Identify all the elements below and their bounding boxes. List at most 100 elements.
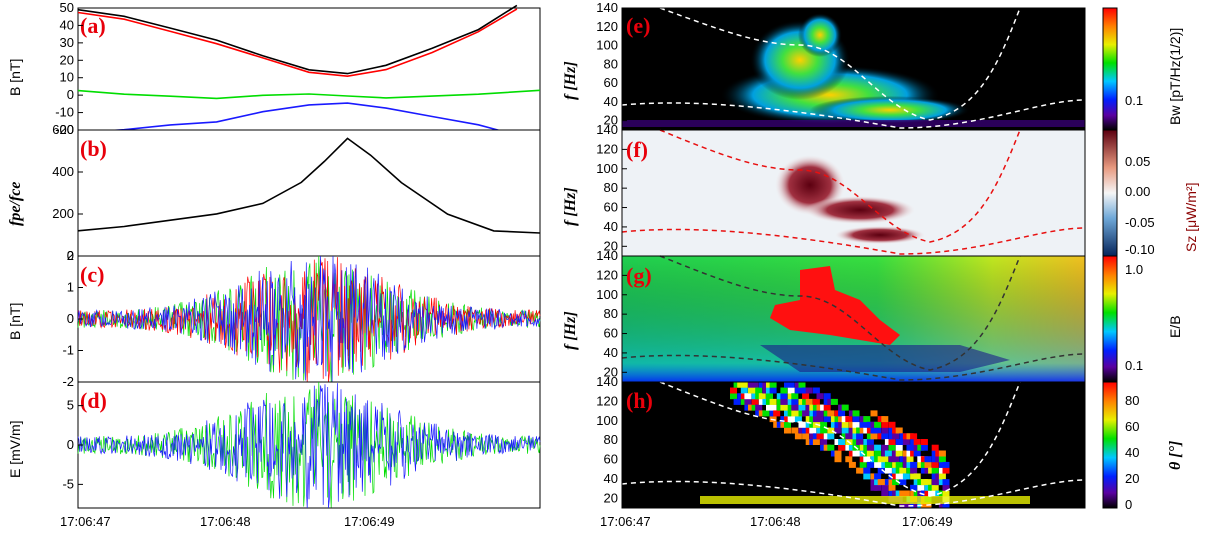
panel-h-label: (h) — [626, 388, 653, 413]
panel-h-cell-358 — [931, 467, 939, 474]
panel-e-blob-4 — [798, 13, 842, 57]
panel-h-cell-357 — [931, 473, 939, 480]
panel-h-cell-339 — [920, 461, 928, 468]
panel-h-cell-184 — [852, 410, 860, 417]
panel-h-cell-289 — [899, 456, 907, 463]
panel-h-cell-151 — [834, 416, 842, 423]
panel-g-ytick-4: 60 — [604, 326, 618, 341]
panel-h-cell-378 — [942, 490, 950, 497]
panel-h-cell-134 — [823, 404, 831, 411]
panel-d-yticks: 5 0 -5 — [62, 398, 83, 491]
panel-a-ytick-3: 20 — [60, 52, 74, 67]
panel-h-cell-175 — [848, 421, 856, 428]
panel-h-cell-266 — [892, 490, 900, 497]
panel-h-cell-160 — [841, 427, 849, 434]
panel-h-cell-330 — [917, 479, 925, 486]
panel-h-cell-263 — [888, 427, 896, 434]
panel-h-cell-76 — [794, 433, 802, 440]
panel-h-cell-282 — [895, 439, 903, 445]
panel-f-cbar-tick-0: 0.05 — [1125, 154, 1150, 169]
panel-h-cell-251 — [884, 461, 892, 468]
panel-h-cell-127 — [820, 427, 828, 434]
panel-h-cbar-tick-3: 20 — [1125, 471, 1139, 486]
panel-h-cell-1 — [730, 387, 737, 394]
panel-b-frame — [77, 129, 541, 257]
left-time-tick-2: 17:06:49 — [344, 514, 395, 529]
panel-h-cell-280 — [895, 450, 903, 457]
panel-h-cell-105 — [809, 427, 817, 434]
panel-h-cell-362 — [931, 444, 939, 451]
panel-h-cell-258 — [888, 473, 896, 480]
panel-f-ytick-3: 80 — [604, 180, 618, 195]
panel-a-ylabel: B [nT] — [7, 59, 23, 96]
panel-h-cell-287 — [899, 473, 907, 480]
panel-g-ytick-0: 140 — [596, 248, 618, 263]
panel-h-cell-331 — [917, 461, 925, 468]
panel-h-cell-99 — [805, 416, 813, 423]
panel-h-cell-168 — [845, 416, 853, 423]
panel-c-ytick-0: 2 — [67, 248, 74, 263]
panel-h-cell-206 — [863, 416, 871, 423]
panel-h-cell-122 — [816, 410, 824, 417]
panel-h-cell-310 — [910, 490, 918, 497]
panel-h-cell-3 — [733, 381, 741, 388]
panel-g-cbar-tick-0: 1.0 — [1125, 262, 1143, 277]
panel-h-cbar-tick-2: 40 — [1125, 445, 1139, 460]
panel-d-ytick-0: 5 — [67, 398, 74, 413]
panel-h-cell-34 — [766, 398, 773, 405]
panel-h-cell-78 — [794, 410, 802, 417]
panel-h-cell-154 — [838, 439, 846, 445]
panel-h-cell-276 — [895, 490, 903, 497]
panel-h-cell-241 — [881, 461, 889, 468]
panel-e-cbar-tick-0: 0.1 — [1125, 93, 1143, 108]
panel-f-cbar-tick-2: -0.05 — [1125, 215, 1155, 230]
panel-h-cell-19 — [751, 387, 759, 394]
panel-b-series-0 — [77, 137, 541, 234]
panel-h-cell-150 — [834, 421, 842, 428]
panel-h-cell-111 — [812, 433, 820, 440]
panel-h-cell-32 — [762, 381, 770, 388]
panel-h-cell-203 — [863, 439, 871, 445]
panel-e-ytick-1: 120 — [596, 19, 618, 34]
panel-h-cell-171 — [848, 444, 856, 451]
panel-h-cell-313 — [910, 467, 918, 474]
panel-a-series-2 — [77, 89, 541, 100]
panel-h-cell-284 — [899, 502, 907, 508]
panel-h-cell-146 — [834, 456, 842, 463]
panel-a-ytick-4: 10 — [60, 70, 74, 85]
panel-h-cell-95 — [802, 387, 810, 394]
panel-h-cell-238 — [881, 490, 889, 497]
panel-h-cell-31 — [762, 387, 770, 394]
panel-h-cell-169 — [848, 461, 856, 468]
panel-h-boundary-lower — [621, 479, 1086, 507]
panel-g-ytick-6: 20 — [604, 364, 618, 379]
panel-h-cell-91 — [802, 421, 810, 428]
panel-h-cell-0 — [730, 393, 737, 400]
panel-b-ytick-1: 200 — [52, 206, 74, 221]
panel-h-cell-98 — [805, 421, 813, 428]
panel-h-cell-20 — [751, 381, 759, 388]
panel-h-cell-243 — [881, 450, 889, 457]
panel-e-label: (e) — [626, 13, 650, 38]
panel-h-cell-296 — [902, 456, 910, 463]
panel-h-cell-167 — [845, 433, 853, 440]
panel-h-cell-58 — [784, 416, 791, 423]
panel-c-wave-1 — [77, 257, 541, 383]
panel-b: (b) fpe/fce 0 200 400 600 — [7, 122, 541, 263]
panel-h-cell-116 — [812, 398, 820, 405]
panel-e-blob-3 — [810, 96, 970, 124]
panel-h-cell-48 — [776, 398, 784, 405]
panel-e-cbar-label: Bw [pT/Hz(1/2)] — [1167, 28, 1183, 125]
panel-h-cell-75 — [791, 393, 799, 400]
panel-h-cell-279 — [895, 461, 903, 468]
panel-h-cell-321 — [913, 479, 921, 486]
panel-h-cell-164 — [845, 456, 853, 463]
panel-a-series-1 — [77, 8, 518, 78]
panel-h-cell-246 — [881, 427, 889, 434]
panel-h-cell-324 — [913, 444, 921, 451]
panel-h-cell-103 — [809, 439, 817, 445]
panel-h-cell-118 — [816, 433, 824, 440]
panel-d: (d) E [mV/m] 5 0 -5 — [7, 381, 541, 509]
panel-h-cell-299 — [902, 433, 910, 440]
panel-f-ytick-6: 20 — [604, 238, 618, 253]
